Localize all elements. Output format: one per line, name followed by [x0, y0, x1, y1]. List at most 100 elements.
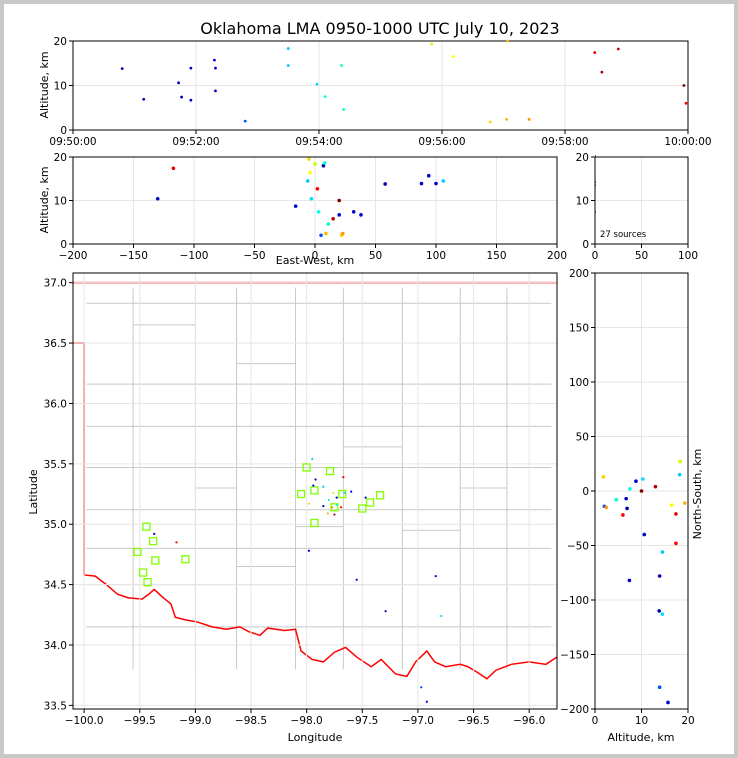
ns-height-point [682, 501, 687, 505]
ns-height-point [627, 578, 632, 583]
plan-view-point [434, 575, 437, 578]
hist-ytick-label: 10 [576, 196, 589, 208]
time-height-point [340, 64, 343, 67]
lma-station-marker [310, 486, 319, 495]
ns-ytick-label: −200 [560, 704, 589, 716]
ew-height-point [359, 213, 363, 217]
plan-view-point [342, 476, 345, 479]
lma-station-marker [302, 463, 311, 472]
ew-ytick-label: 10 [54, 196, 67, 208]
ns-height-point [641, 477, 645, 481]
hist-xtick-label: 100 [678, 250, 698, 262]
ns-height-point [674, 512, 678, 516]
plan-ytick-label: 36.5 [44, 338, 67, 350]
ns-height-point [614, 497, 619, 502]
hist-xtick-label: 50 [635, 250, 648, 262]
ew-xtick-label: −150 [119, 250, 148, 262]
ew-height-point [315, 186, 320, 191]
ew-xtick-label: −50 [243, 250, 265, 262]
plan-view-point [327, 498, 331, 502]
time-height-point [286, 47, 290, 50]
ew-height-point [341, 231, 345, 236]
lma-station-marker [142, 522, 151, 531]
ew-height-point [308, 170, 312, 175]
time-height-point [180, 95, 184, 99]
plan-view-point [425, 700, 428, 703]
th-xtick-label: 10:00:00 [664, 136, 711, 148]
ns-ytick-label: 50 [576, 432, 589, 444]
plan-xtick-label: −97.0 [402, 715, 434, 727]
plan-view-point [332, 491, 335, 494]
plan-view-point [326, 512, 329, 515]
time-height-point [315, 82, 319, 86]
time-height-point [505, 117, 508, 121]
plan-xtick-label: −96.0 [513, 715, 545, 727]
plan-ytick-label: 33.5 [44, 700, 67, 712]
plan-view-point [340, 506, 343, 509]
ns-xtick-label: 0 [592, 715, 599, 727]
plan-view-point [384, 610, 387, 613]
time-height-point [213, 58, 216, 62]
ns-height-point [621, 513, 625, 517]
plan-ytick-label: 36.0 [44, 398, 67, 410]
hist-ytick-label: 20 [576, 152, 589, 164]
plan-xtick-label: −99.0 [179, 715, 211, 727]
ew-height-point [419, 181, 424, 186]
plan-xtick-label: −96.5 [457, 715, 489, 727]
ew-height-axes [72, 156, 558, 245]
ew-height-point [319, 233, 323, 238]
ew-height-point [383, 182, 387, 186]
plan-view-point [335, 496, 338, 499]
ew-height-point [351, 210, 356, 214]
ns-height-point [657, 609, 661, 613]
ns-ytick-label: 200 [569, 268, 589, 280]
plan-view-point [312, 484, 315, 487]
plan-view-axes [72, 272, 558, 710]
ns-height-point [625, 506, 629, 511]
time-height-point [286, 64, 290, 67]
plan-xtick-label: −98.5 [235, 715, 267, 727]
lma-station-marker [296, 489, 306, 499]
ns-xtick-label: 20 [681, 715, 694, 727]
ew-height-point [313, 162, 317, 166]
ns-ytick-label: −50 [567, 541, 589, 553]
time-height-point [616, 47, 620, 51]
plan-ylabel: Latitude [27, 469, 40, 515]
ew-height-point [155, 196, 160, 201]
ew-height-point [322, 161, 327, 165]
time-height-point [430, 42, 434, 46]
lma-station-marker [330, 503, 339, 512]
time-height-point [506, 39, 509, 43]
marks-layer [120, 39, 688, 705]
ew-xtick-label: −200 [59, 250, 88, 262]
plan-ytick-label: 35.0 [44, 519, 67, 531]
ew-xtick-label: 100 [426, 250, 446, 262]
plan-xtick-label: −100.0 [65, 715, 104, 727]
ns-height-point [657, 685, 662, 689]
plan-view-point [307, 549, 310, 552]
time-height-point [342, 108, 345, 111]
th-xtick-label: 09:56:00 [418, 136, 465, 148]
ew-ytick-label: 0 [60, 239, 67, 251]
ns-height-point [601, 475, 606, 479]
ns-height-point [678, 459, 682, 464]
ew-xtick-label: −100 [180, 250, 209, 262]
time-height-point [214, 66, 217, 70]
ew-height-point [326, 222, 331, 226]
histogram-axes [594, 156, 689, 245]
plan-view-point [307, 502, 310, 505]
time-height-ylabel: Altitude, km [38, 51, 51, 118]
ns-height-point [677, 472, 682, 477]
plan-view-point [311, 457, 314, 461]
ew-ytick-label: 20 [54, 152, 67, 164]
ew-height-point [337, 198, 342, 203]
time-height-point [682, 84, 686, 87]
ew-height-point [331, 216, 335, 221]
time-height-point [488, 120, 492, 124]
figure-frame: Oklahoma LMA 0950-1000 UTC July 10, 2023… [4, 4, 734, 754]
ns-height-point [660, 550, 665, 554]
ns-height-xlabel: Altitude, km [607, 731, 674, 744]
ns-ytick-label: 150 [569, 323, 589, 335]
ew-height-point [426, 173, 431, 178]
state-border-west [73, 342, 85, 575]
